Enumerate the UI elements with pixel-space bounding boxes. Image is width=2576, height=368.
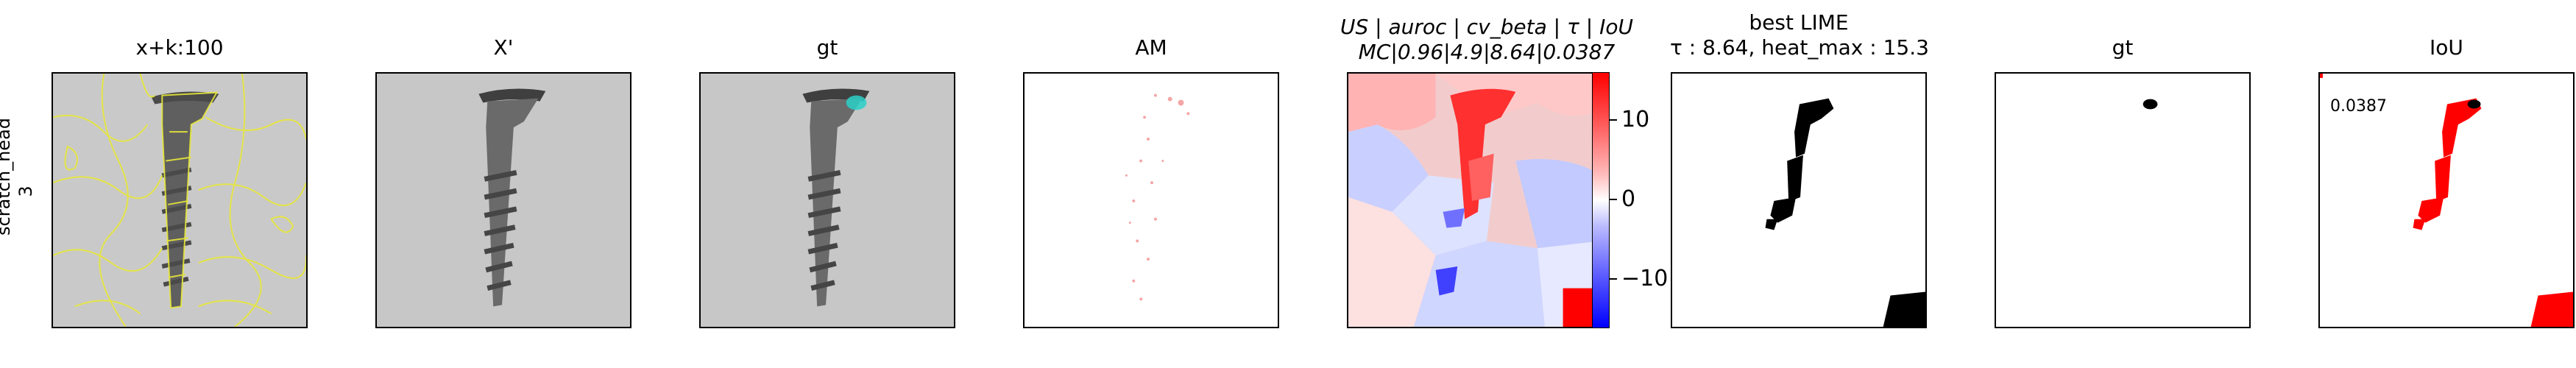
panel-anomaly-map xyxy=(1023,72,1279,328)
panel-reconstruction xyxy=(375,72,631,328)
title-ground-truth: gt xyxy=(816,35,838,60)
colorbar-label-neg10: −10 xyxy=(1621,266,1669,291)
title-reconstruction: X' xyxy=(493,35,514,60)
panel-iou: 0.0387 xyxy=(2318,72,2575,328)
title-lime-stats-values: MC|0.96|4.9|8.64|0.0387 xyxy=(1358,40,1616,64)
panel-ground-truth-overlay xyxy=(699,72,955,328)
panel-input-with-segments xyxy=(52,72,308,328)
title-ground-truth-2: gt xyxy=(2112,35,2134,60)
row-label-class: scratch_head xyxy=(0,117,14,236)
panel-best-lime-mask xyxy=(1671,72,1927,328)
colorbar-tick-0 xyxy=(1610,199,1617,200)
panel-ground-truth-mask xyxy=(1995,72,2251,328)
title-iou: IoU xyxy=(2430,35,2463,60)
segmented-image xyxy=(53,74,306,327)
row-label: scratch_head 3 xyxy=(0,117,37,236)
colorbar-label-0: 0 xyxy=(1621,186,1636,212)
reconstruction-image xyxy=(377,74,630,327)
title-input-with-segments: x+k:100 xyxy=(135,35,224,60)
iou-overlay-image xyxy=(2320,74,2573,327)
lime-heatmap-image xyxy=(1348,74,1602,327)
title-best-lime: best LIME xyxy=(1749,10,1849,35)
ground-truth-overlay-image xyxy=(701,74,954,327)
title-lime-params: τ : 8.64, heat_max : 15.3 xyxy=(1670,35,1929,60)
title-lime-stats: US | auroc | cv_beta | τ | IoU xyxy=(1340,15,1633,39)
colorbar-tick-neg10 xyxy=(1610,278,1617,280)
defect-marker xyxy=(846,95,867,110)
colorbar-label-10: 10 xyxy=(1621,107,1650,132)
colorbar-tick-10 xyxy=(1610,119,1617,121)
best-lime-mask-image xyxy=(1672,74,1925,327)
panel-lime-heatmap xyxy=(1347,72,1603,328)
title-anomaly-map: AM xyxy=(1135,35,1167,60)
anomaly-map-image xyxy=(1025,74,1278,327)
lime-colorbar xyxy=(1592,72,1610,328)
iou-value: 0.0387 xyxy=(2330,97,2387,116)
row-label-index: 3 xyxy=(15,185,36,197)
ground-truth-mask-image xyxy=(1996,74,2249,327)
